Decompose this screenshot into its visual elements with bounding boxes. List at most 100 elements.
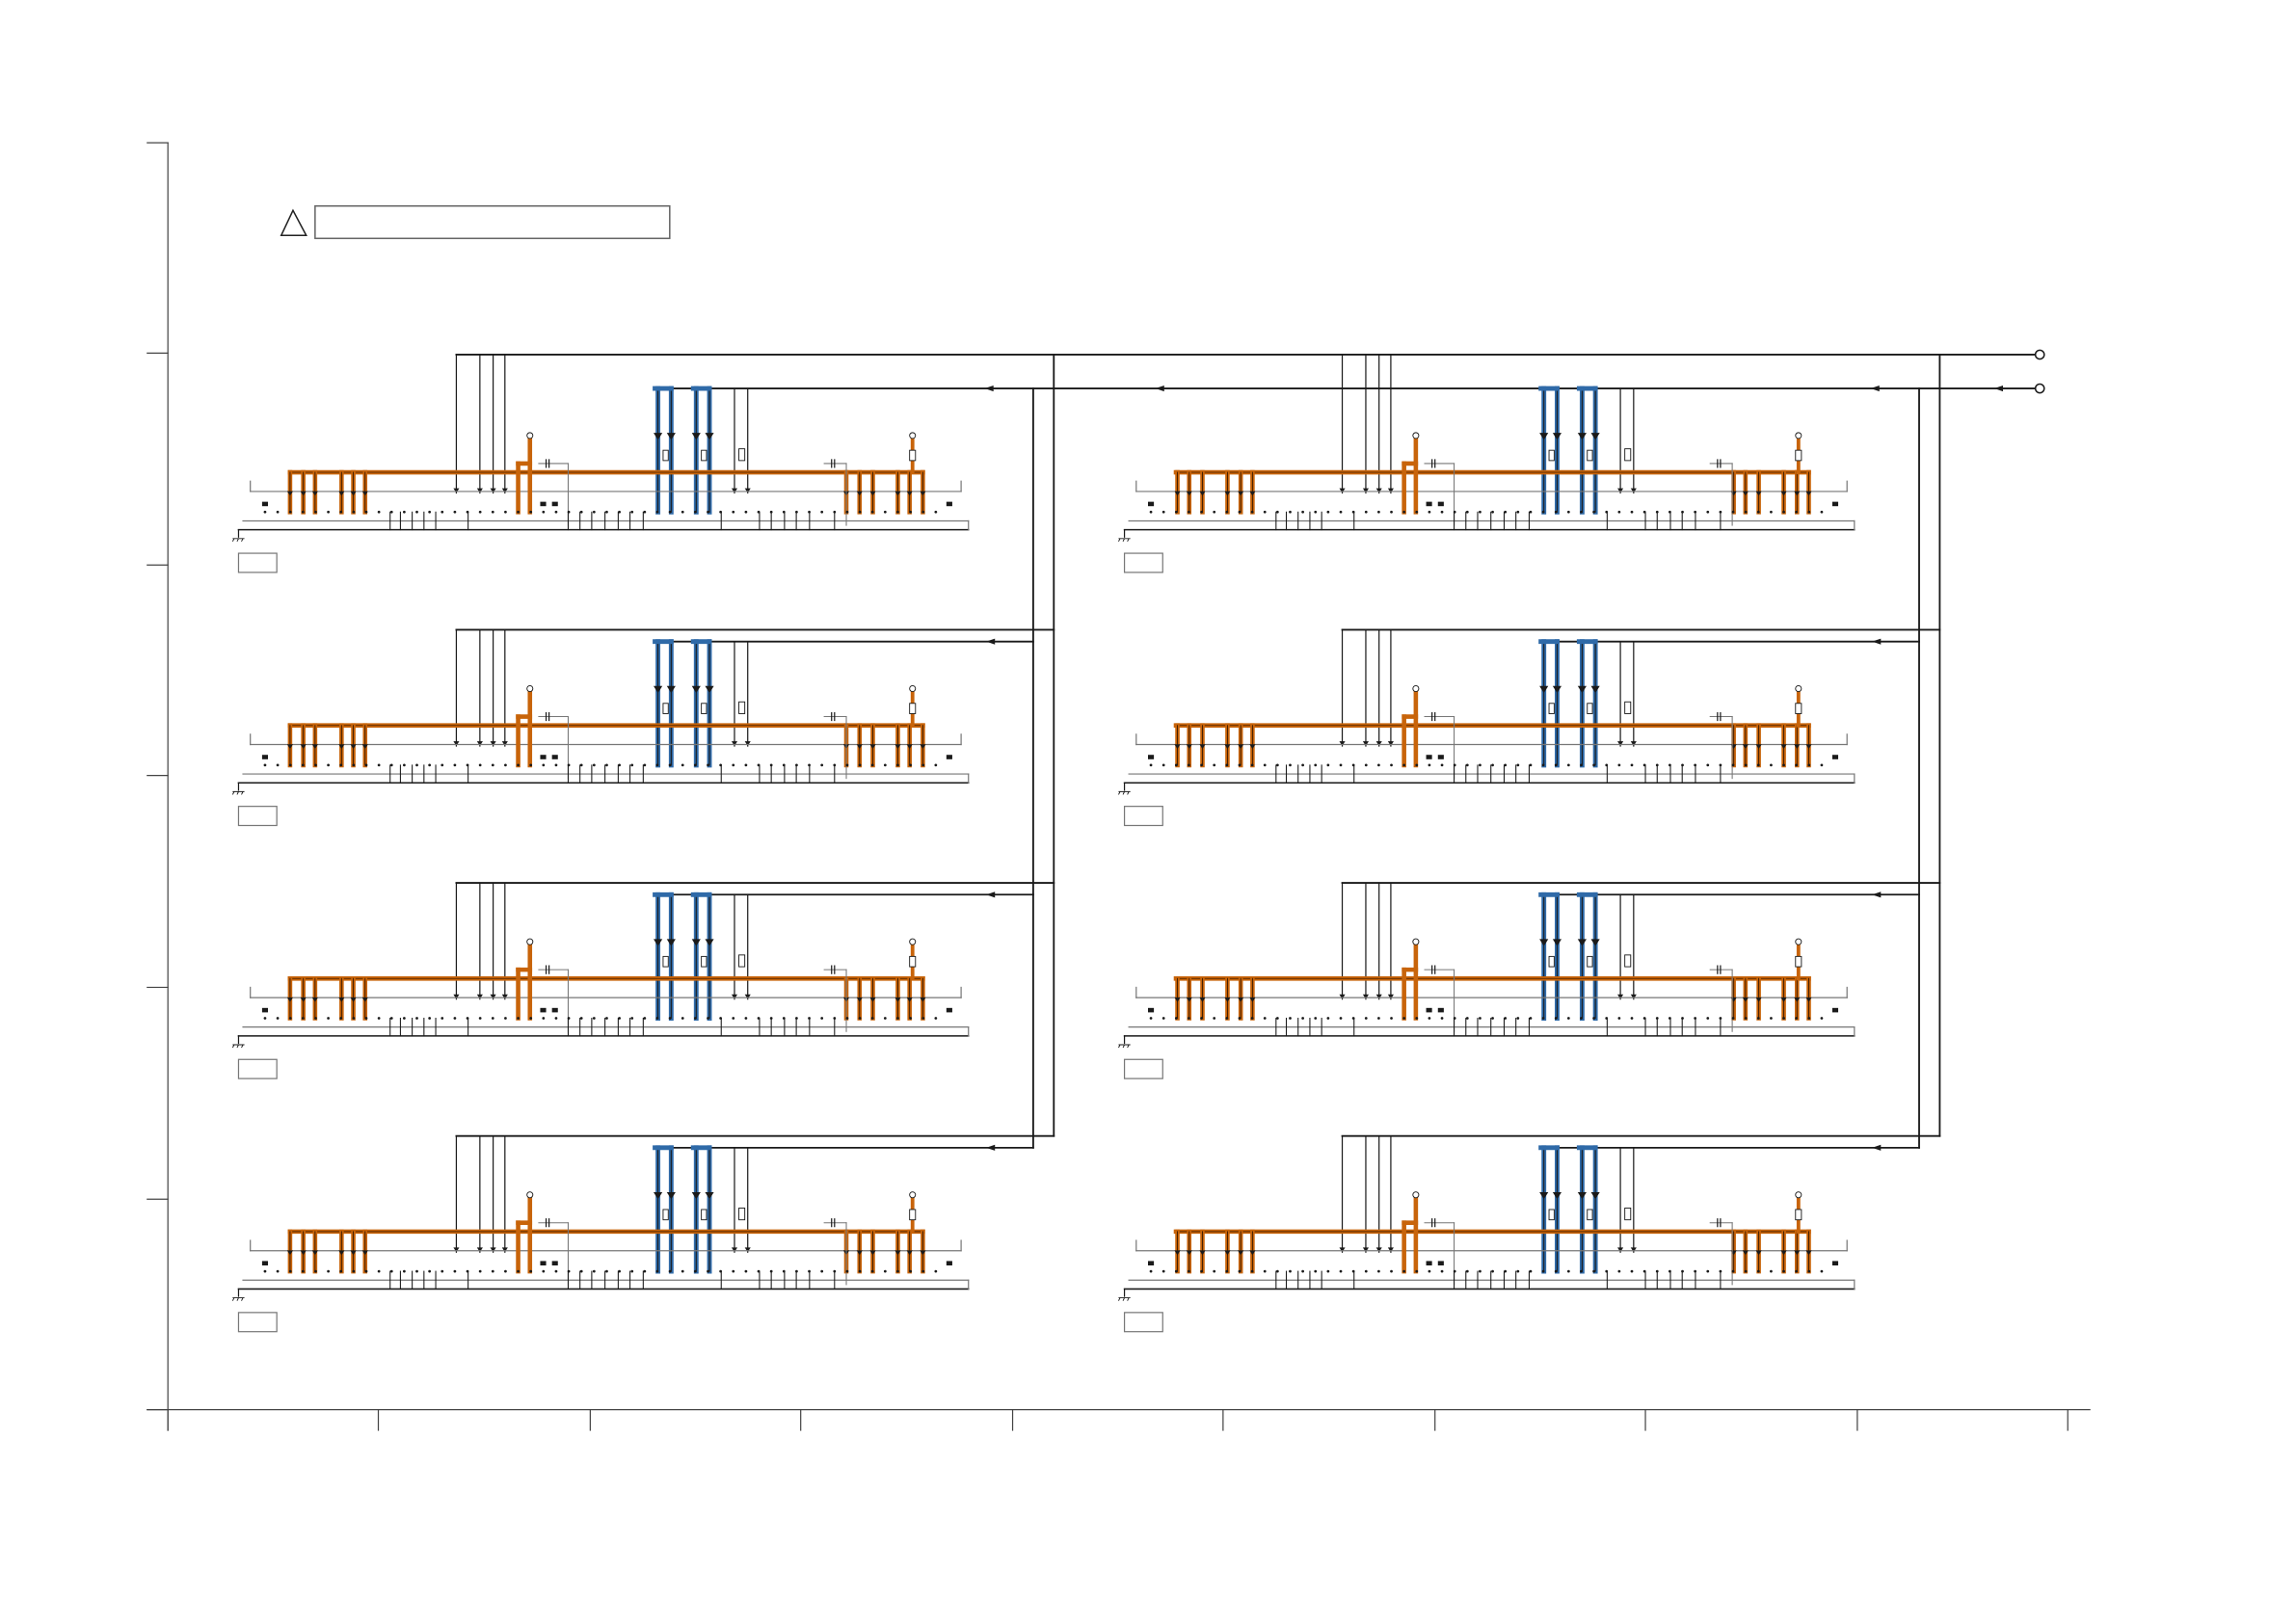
connector-pin-icon — [1148, 1261, 1155, 1266]
junction-dot — [668, 763, 672, 767]
arrow-icon — [1630, 741, 1637, 747]
junction-dot — [1491, 510, 1494, 514]
arrow-icon — [338, 744, 345, 750]
junction-dot — [1314, 1269, 1318, 1273]
capacitor-icon — [545, 711, 550, 722]
junction-dot — [1289, 1269, 1292, 1273]
junction-dot — [1580, 510, 1583, 514]
arrow-icon — [1224, 1250, 1231, 1256]
arrow-icon — [311, 997, 318, 1002]
junction-dot — [934, 763, 938, 767]
connector-pin-icon — [261, 1261, 269, 1266]
junction-dot — [1566, 1017, 1570, 1020]
test-point-icon — [1412, 938, 1420, 945]
junction-dot — [858, 763, 862, 767]
junction-dot — [896, 763, 899, 767]
junction-dot — [820, 510, 824, 514]
junction-dot — [352, 1017, 356, 1020]
junction-dot — [1364, 1017, 1368, 1020]
capacitor-icon — [1717, 711, 1722, 722]
arrow-icon — [1186, 744, 1192, 750]
junction-dot — [1250, 510, 1254, 514]
junction-dot — [1617, 1269, 1621, 1273]
arrow-icon — [1539, 433, 1549, 440]
junction-dot — [1238, 1269, 1241, 1273]
junction-dot — [1188, 510, 1190, 514]
junction-dot — [428, 1269, 432, 1273]
junction-dot — [1200, 1017, 1203, 1020]
arrow-icon — [1375, 1247, 1382, 1253]
arrow-icon — [1238, 744, 1244, 750]
arrow-icon — [705, 685, 714, 694]
junction-dot — [1617, 1017, 1621, 1020]
junction-dot — [1795, 763, 1799, 767]
junction-dot — [1314, 1017, 1318, 1020]
arrow-icon — [1805, 744, 1812, 750]
connector-pin-icon — [1148, 501, 1155, 507]
junction-dot — [1377, 763, 1380, 767]
junction-dot — [517, 763, 520, 767]
test-point-icon — [1412, 432, 1420, 439]
arrow-icon — [1805, 1250, 1812, 1256]
resistor-icon — [701, 703, 707, 714]
junction-dot — [1364, 1269, 1368, 1273]
junction-dot — [909, 1017, 912, 1020]
capacitor-icon — [1717, 965, 1722, 974]
module-label-box — [1123, 1058, 1163, 1079]
arrow-icon — [1174, 1250, 1181, 1256]
arrow-icon — [1249, 491, 1256, 496]
junction-dot — [504, 763, 507, 767]
junction-dot — [707, 510, 709, 514]
flow-arrow-icon — [1870, 386, 1880, 392]
junction-dot — [504, 510, 507, 514]
junction-dot — [364, 1017, 368, 1020]
junction-dot — [453, 510, 457, 514]
junction-dot — [1554, 1269, 1558, 1273]
arrow-icon — [1742, 744, 1749, 750]
junction-dot — [263, 763, 267, 767]
arrow-icon — [1539, 939, 1549, 946]
junction-dot — [1491, 1017, 1494, 1020]
resistor-icon — [909, 1209, 917, 1221]
junction-dot — [1516, 1017, 1520, 1020]
junction-dot — [301, 1269, 305, 1273]
ground-icon — [1118, 538, 1131, 543]
junction-dot — [389, 510, 393, 514]
arrow-icon — [501, 741, 508, 747]
capacitor-icon — [1431, 459, 1436, 468]
junction-dot — [1213, 1269, 1216, 1273]
junction-dot — [1390, 1017, 1393, 1020]
capacitor-icon — [831, 1218, 836, 1228]
junction-dot — [1807, 763, 1811, 767]
junction-dot — [921, 1017, 925, 1020]
triangle-warning-icon — [280, 208, 307, 237]
ground-icon — [1118, 1297, 1131, 1301]
flow-arrow-icon — [986, 638, 996, 645]
junction-dot — [1566, 763, 1570, 767]
junction-dot — [1402, 510, 1406, 514]
connector-pin-icon — [1148, 1007, 1155, 1013]
arrow-icon — [501, 488, 508, 493]
arrow-icon — [654, 433, 663, 440]
junction-dot — [301, 510, 305, 514]
resistor-icon — [662, 703, 669, 714]
junction-dot — [681, 510, 684, 514]
junction-dot — [1770, 1017, 1773, 1020]
junction-dot — [1188, 763, 1190, 767]
junction-dot — [1200, 510, 1203, 514]
arrow-icon — [906, 997, 913, 1002]
junction-dot — [1479, 763, 1482, 767]
junction-dot — [1339, 763, 1343, 767]
junction-dot — [389, 1269, 393, 1273]
arrow-icon — [1755, 744, 1762, 750]
junction-dot — [1263, 1017, 1267, 1020]
junction-dot — [1491, 1269, 1494, 1273]
arrow-icon — [869, 1250, 876, 1256]
arrow-icon — [350, 491, 357, 496]
connector-pin-icon — [540, 1261, 547, 1266]
junction-dot — [1516, 510, 1520, 514]
junction-dot — [504, 1017, 507, 1020]
junction-dot — [1820, 1017, 1824, 1020]
junction-dot — [1770, 510, 1773, 514]
junction-dot — [1289, 1017, 1292, 1020]
